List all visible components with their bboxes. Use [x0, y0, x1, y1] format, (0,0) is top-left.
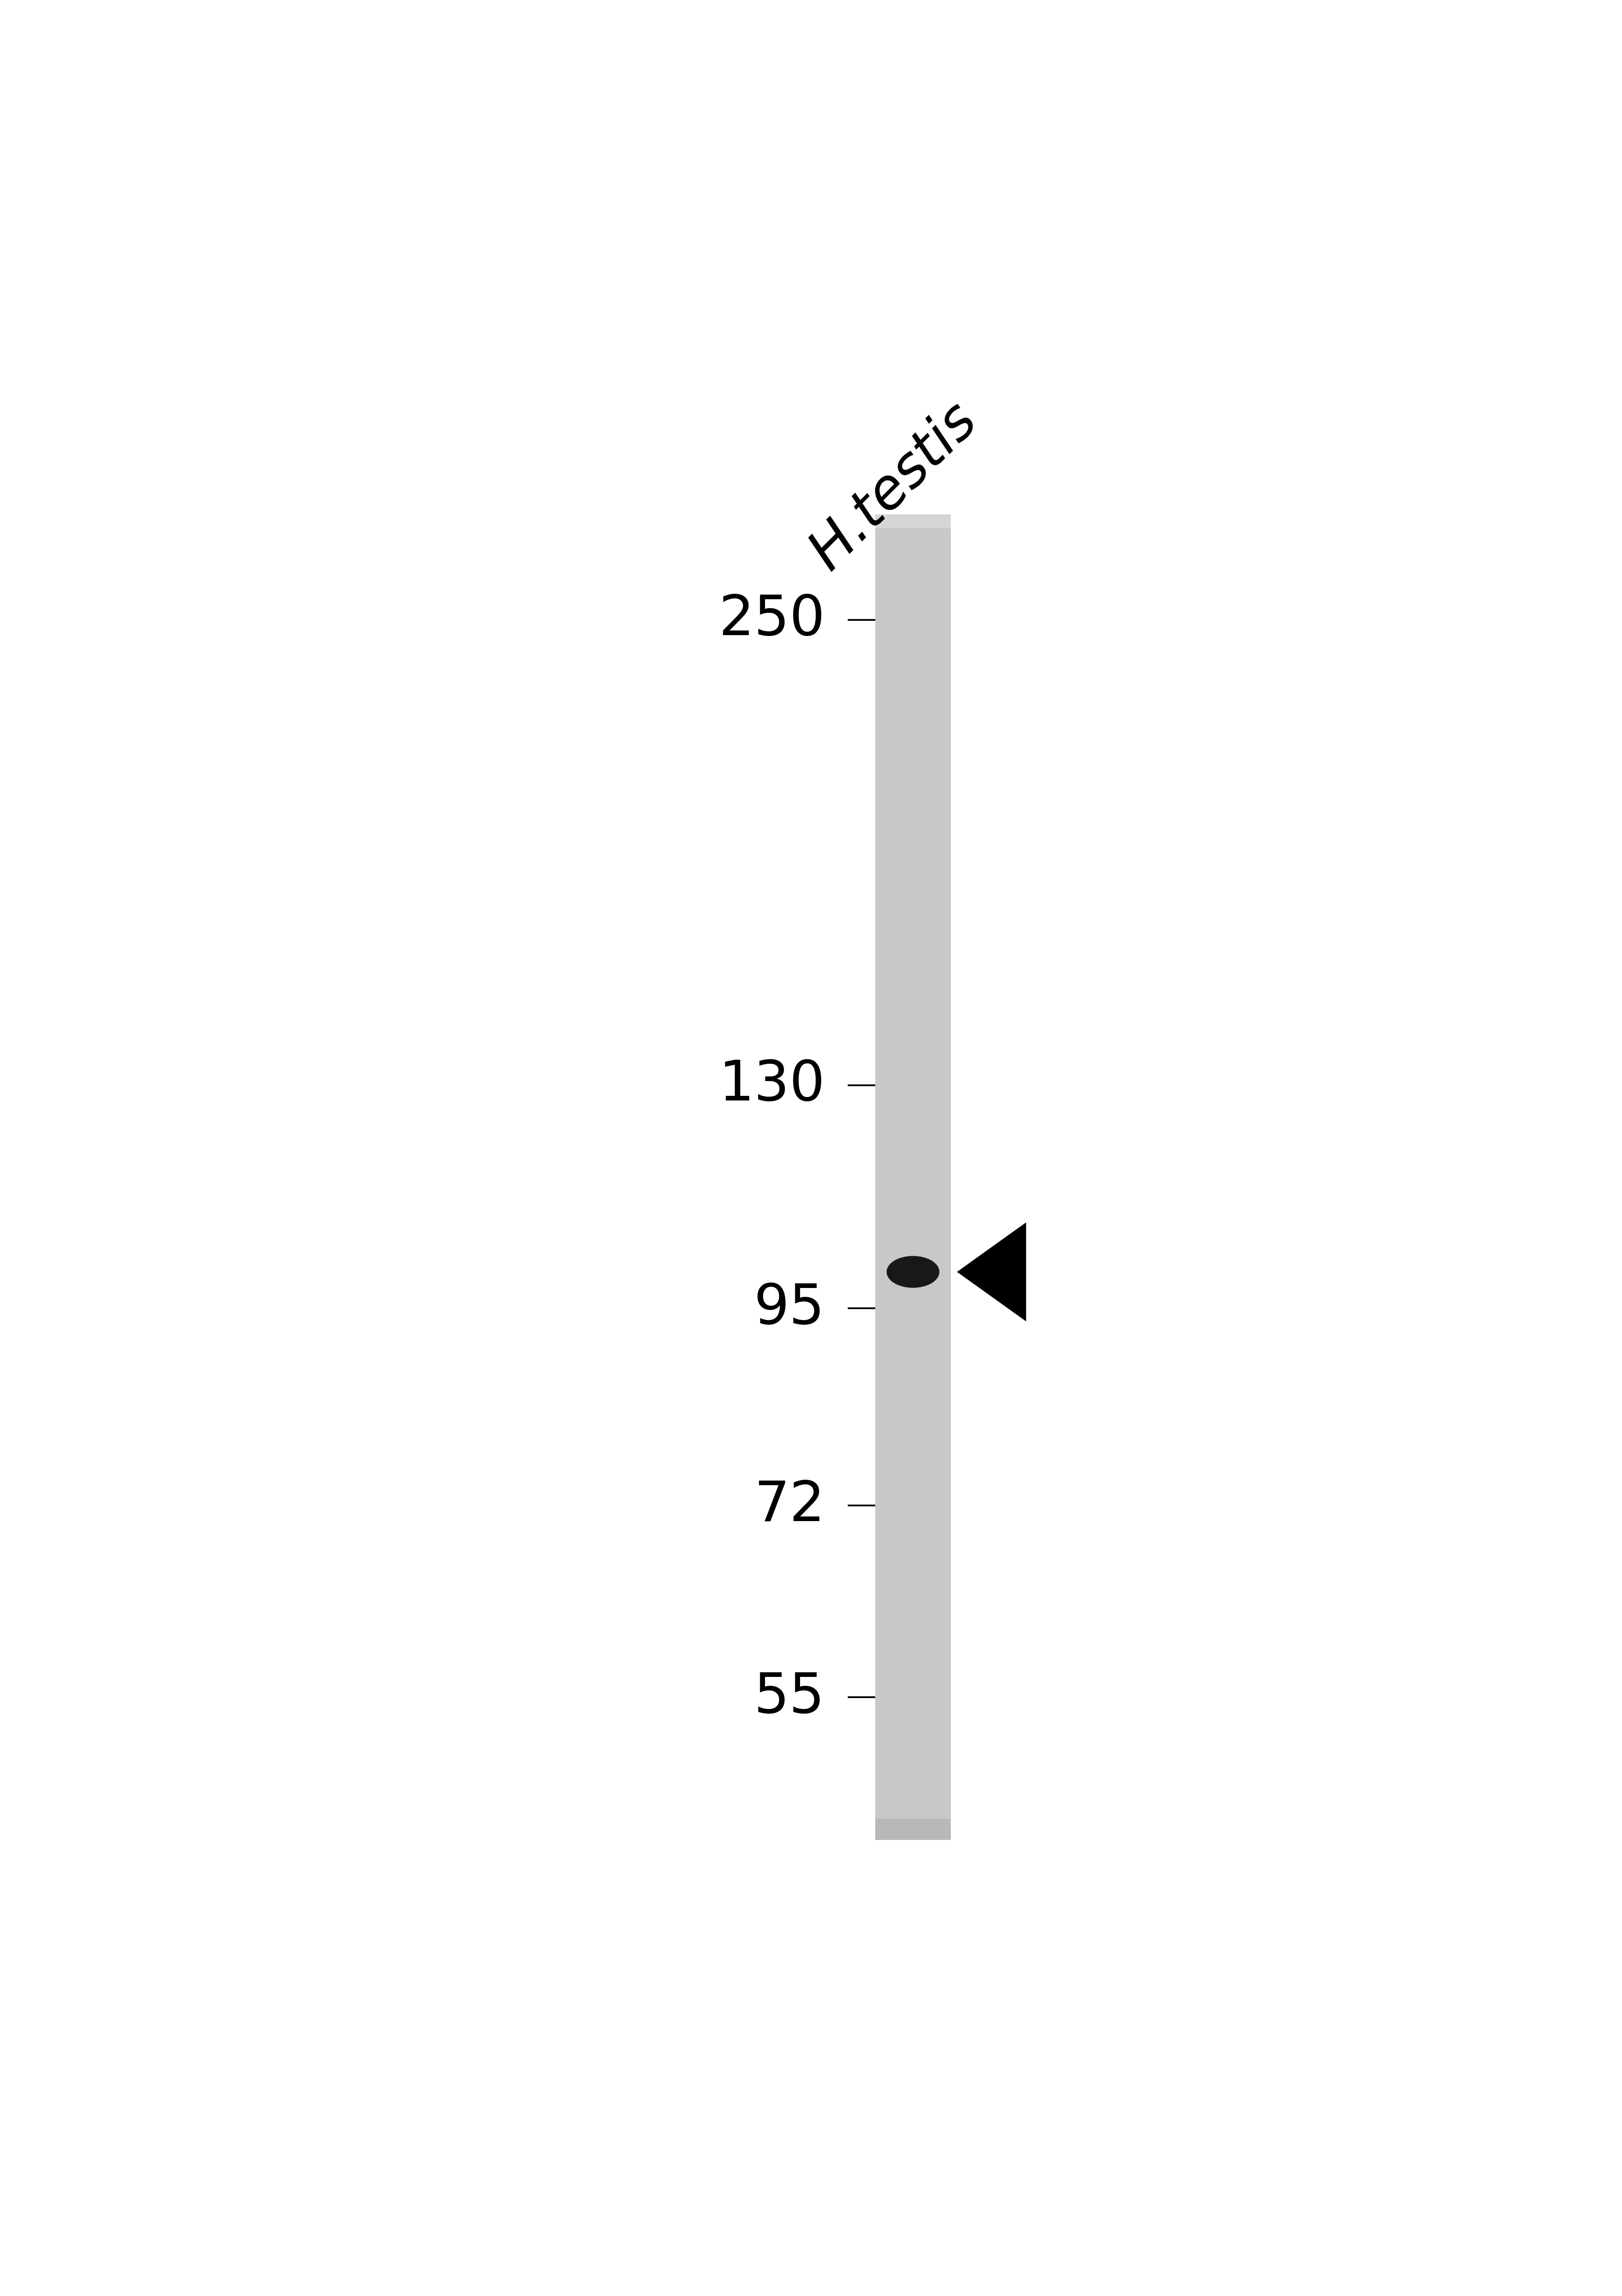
Polygon shape: [957, 1221, 1027, 1322]
Bar: [876, 1818, 950, 1839]
Bar: [876, 514, 950, 528]
Ellipse shape: [887, 1256, 939, 1288]
Text: 72: 72: [754, 1479, 826, 1531]
Text: 250: 250: [719, 592, 826, 647]
Text: 95: 95: [754, 1281, 826, 1336]
Text: 55: 55: [754, 1671, 826, 1724]
Text: H.testis: H.testis: [800, 393, 988, 581]
Text: 130: 130: [719, 1058, 826, 1111]
Bar: [876, 514, 950, 1839]
